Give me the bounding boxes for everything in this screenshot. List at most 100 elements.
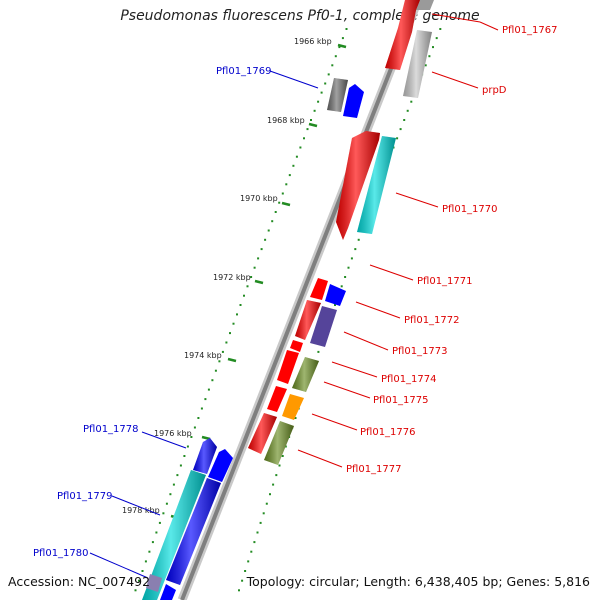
gene-label[interactable]: Pfl01_1777 xyxy=(346,464,402,475)
tick-dot xyxy=(428,55,431,58)
tick-dot xyxy=(435,37,438,40)
gene-label[interactable]: Pfl01_1769 xyxy=(216,66,272,77)
gene-feature[interactable] xyxy=(310,278,328,300)
tick-dot xyxy=(295,155,298,158)
ruler-tick xyxy=(201,435,211,441)
tick-dot xyxy=(176,474,179,477)
gene-label[interactable]: Pfl01_1776 xyxy=(360,427,416,438)
gene-feature-shade xyxy=(385,0,420,70)
tick-dot xyxy=(275,474,278,477)
tick-dot xyxy=(264,238,267,241)
tick-dot xyxy=(396,137,399,140)
tick-dot xyxy=(341,37,344,40)
gene-feature[interactable] xyxy=(343,84,364,118)
tick-dot xyxy=(207,388,210,391)
tick-dot xyxy=(239,304,242,306)
leader-line xyxy=(479,21,499,31)
tick-dot xyxy=(204,398,207,401)
gene-feature[interactable] xyxy=(290,340,303,352)
genome-summary-text: Topology: circular; Length: 6,438,405 bp… xyxy=(246,574,590,589)
tick-dot xyxy=(340,285,343,288)
leader-line xyxy=(431,13,481,23)
gene-feature-shade xyxy=(403,30,432,98)
label-leader-lines xyxy=(89,13,499,579)
gene-feature[interactable] xyxy=(310,306,337,347)
tick-dot xyxy=(218,360,221,363)
gene-label[interactable]: Pfl01_1770 xyxy=(442,204,498,215)
tick-dot xyxy=(399,128,402,131)
tick-dot xyxy=(241,579,244,582)
leader-line xyxy=(355,301,401,319)
gene-feature-shade xyxy=(166,478,221,585)
tick-dot xyxy=(197,417,200,419)
tick-dot xyxy=(172,483,175,486)
tick-dot xyxy=(260,248,263,251)
tick-dot xyxy=(299,146,302,149)
tick-dot xyxy=(151,541,154,544)
tick-dot xyxy=(250,550,253,553)
tick-dot xyxy=(134,589,137,592)
tick-dot xyxy=(165,502,168,505)
tick-dot xyxy=(155,531,158,534)
tick-dot xyxy=(236,313,238,316)
leader-line xyxy=(89,552,149,579)
tick-dot xyxy=(424,64,427,67)
tick-dot xyxy=(344,276,347,278)
tick-dot xyxy=(193,426,196,429)
gene-feature[interactable] xyxy=(325,284,346,306)
gene-label[interactable]: prpD xyxy=(482,85,507,96)
gene-feature[interactable] xyxy=(416,0,434,10)
tick-dot xyxy=(250,276,253,278)
ruler-tick xyxy=(308,122,318,128)
gene-label[interactable]: Pfl01_1775 xyxy=(373,395,429,406)
tick-dot xyxy=(317,100,320,103)
leader-line xyxy=(369,264,414,281)
tick-dot xyxy=(243,294,245,297)
ruler-label: 1970 kbp xyxy=(240,194,278,203)
tick-dot xyxy=(292,164,295,167)
tick-dot xyxy=(274,211,277,213)
leader-line xyxy=(311,413,358,431)
gene-feature-shade xyxy=(248,413,277,454)
tick-dot xyxy=(334,304,336,306)
leader-line xyxy=(343,331,389,351)
tick-dot xyxy=(320,91,323,94)
gene-label[interactable]: Pfl01_1773 xyxy=(392,346,448,357)
tick-dot xyxy=(313,109,316,112)
tick-dot xyxy=(334,55,337,58)
gene-feature-shade xyxy=(142,470,206,600)
tick-dot xyxy=(271,220,274,223)
leader-line xyxy=(269,70,319,89)
ruler-label: 1966 kbp xyxy=(294,37,332,46)
gene-feature[interactable] xyxy=(146,574,162,592)
gene-feature[interactable] xyxy=(160,584,176,600)
gene-feature[interactable] xyxy=(282,394,304,420)
gene-label[interactable]: Pfl01_1780 xyxy=(33,548,89,559)
tick-dot xyxy=(306,128,309,131)
tick-dot xyxy=(257,257,260,260)
leader-line xyxy=(331,361,378,378)
tick-dot xyxy=(183,455,186,457)
gene-label[interactable]: Pfl01_1767 xyxy=(502,25,558,36)
ruler-label: 1976 kbp xyxy=(154,429,192,438)
ruler-label: 1974 kbp xyxy=(184,351,222,360)
tick-dot xyxy=(285,183,288,186)
tick-dot xyxy=(211,379,214,382)
gene-feature[interactable] xyxy=(267,386,287,412)
tick-dot xyxy=(347,266,350,269)
gene-label[interactable]: Pfl01_1779 xyxy=(57,491,113,502)
gene-feature[interactable] xyxy=(277,350,299,384)
gene-label[interactable]: Pfl01_1778 xyxy=(83,424,139,435)
ruler-label: 1978 kbp xyxy=(122,506,160,515)
gene-label[interactable]: Pfl01_1771 xyxy=(417,276,473,287)
tick-dot xyxy=(310,119,312,121)
gene-feature-shade xyxy=(292,357,319,392)
ruler-label: 1972 kbp xyxy=(213,273,251,282)
tick-dot xyxy=(406,109,409,112)
gene-feature[interactable] xyxy=(208,449,233,482)
gene-feature-shade xyxy=(336,131,380,240)
gene-label[interactable]: Pfl01_1774 xyxy=(381,374,437,385)
tick-dot xyxy=(253,266,256,269)
gene-label[interactable]: Pfl01_1772 xyxy=(404,315,460,326)
tick-dot xyxy=(331,64,334,67)
